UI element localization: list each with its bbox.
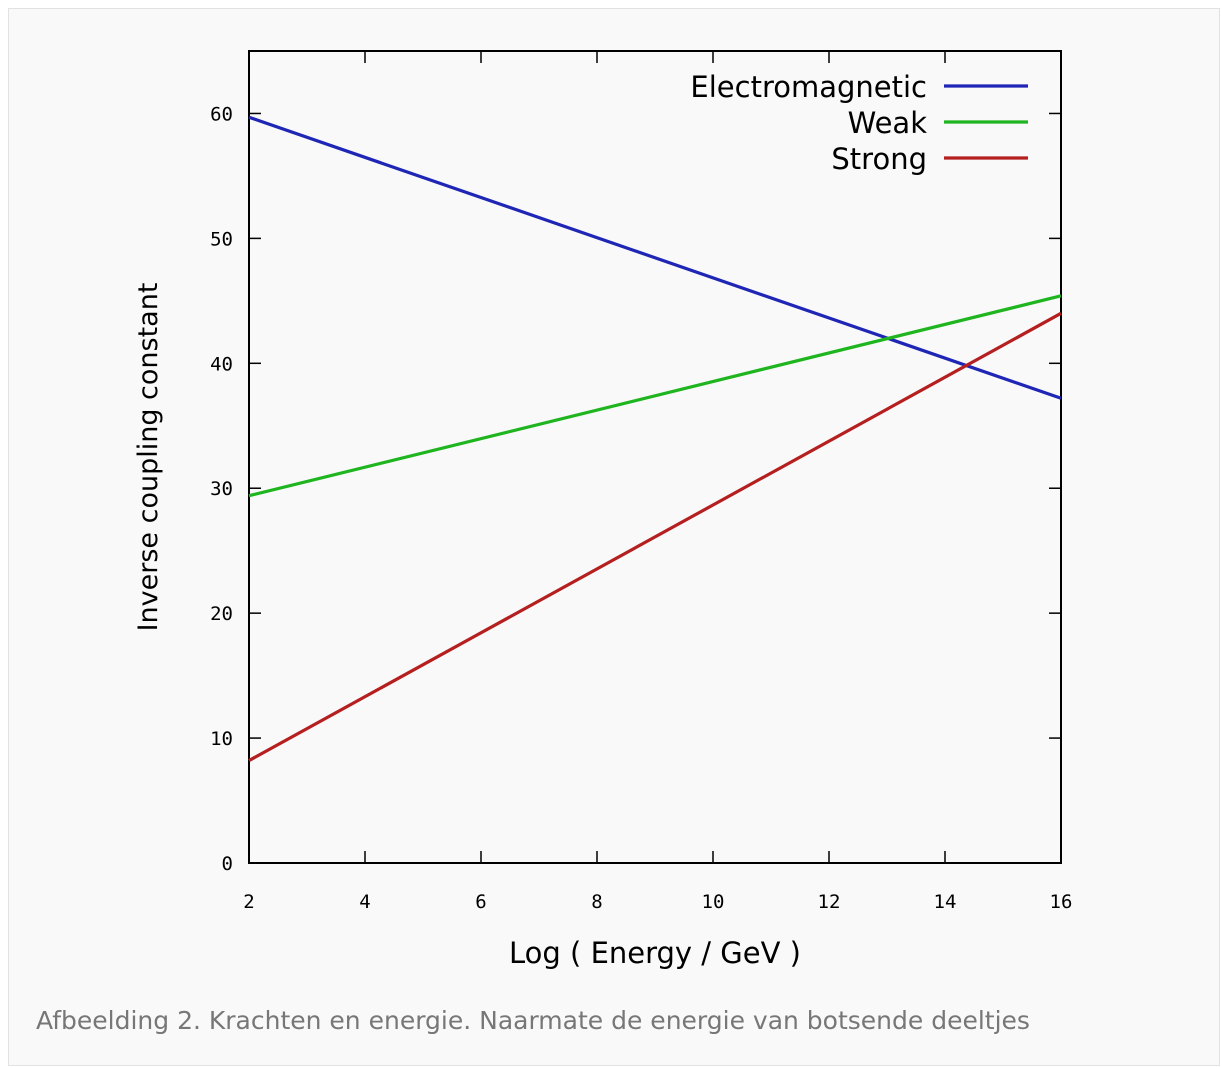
y-tick-label: 60 <box>210 103 233 125</box>
x-axis-label: Log ( Energy / GeV ) <box>509 936 801 970</box>
y-tick-label: 20 <box>210 603 233 625</box>
series-line-strong <box>248 311 1062 762</box>
x-tick-label: 2 <box>243 891 254 913</box>
y-tick-label: 0 <box>222 853 233 875</box>
y-tick-label: 50 <box>210 228 233 250</box>
series-line-electromagnetic <box>248 115 1062 400</box>
axis-ticks <box>248 51 1062 864</box>
legend-label-strong: Strong <box>831 142 927 176</box>
series-line-weak <box>248 294 1062 498</box>
y-axis-label: Inverse coupling constant <box>133 283 164 632</box>
x-tick-label: 16 <box>1050 891 1073 913</box>
y-tick-label: 30 <box>210 478 233 500</box>
x-tick-label: 14 <box>934 891 957 913</box>
x-tick-label: 6 <box>475 891 486 913</box>
y-tick-label: 40 <box>210 353 233 375</box>
legend-label-electromagnetic: Electromagnetic <box>690 70 927 104</box>
x-tick-label: 10 <box>702 891 725 913</box>
x-tick-label: 12 <box>818 891 841 913</box>
x-tick-label: 4 <box>359 891 370 913</box>
figure-container <box>8 8 1220 1066</box>
x-tick-label: 8 <box>591 891 602 913</box>
y-tick-labels: 0 10 20 30 40 50 60 <box>210 103 233 875</box>
x-tick-labels: 2 4 6 8 10 12 14 16 <box>243 891 1072 913</box>
coupling-chart: 2 4 6 8 10 12 14 16 0 10 20 30 40 50 60 Electromagnet… <box>133 50 1072 970</box>
y-tick-label: 10 <box>210 728 233 750</box>
series-lines <box>248 115 1062 762</box>
legend-label-weak: Weak <box>848 106 928 140</box>
figure-caption: Afbeelding 2. Krachten en energie. Naarm… <box>36 1006 1030 1035</box>
plot-frame <box>248 50 1062 864</box>
